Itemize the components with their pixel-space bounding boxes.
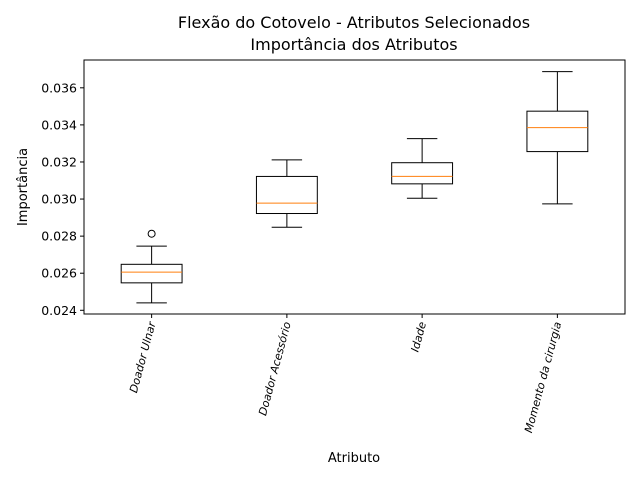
plot-frame [83,59,626,315]
box [526,110,589,153]
y-tick-label: 0.032 [41,154,77,169]
box-plot-doador-ulnar [120,229,183,304]
x-axis-label: Atributo [328,451,380,466]
y-tick-label: 0.036 [41,80,77,95]
box-plots [120,71,589,304]
y-tick-label: 0.034 [41,117,77,132]
box-plot-idade [391,138,454,199]
box-plot-doador-acess-rio [255,159,318,228]
chart-title: Flexão do Cotovelo - Atributos Seleciona… [178,13,530,32]
y-tick-label: 0.026 [41,266,77,281]
y-tick-label: 0.028 [41,229,77,244]
y-tick-label: 0.030 [41,192,77,207]
y-tick-label: 0.024 [41,303,77,318]
y-axis-label: Importância [16,148,31,226]
box [255,175,318,215]
chart-subtitle: Importância dos Atributos [250,35,457,54]
outlier-point [147,229,156,238]
y-axis: 0.024 0.026 0.028 0.030 0.032 0.034 0.036 [41,80,84,318]
box [120,263,183,284]
box [391,162,454,185]
box-plot-momento-da-cirurgia [526,71,589,205]
